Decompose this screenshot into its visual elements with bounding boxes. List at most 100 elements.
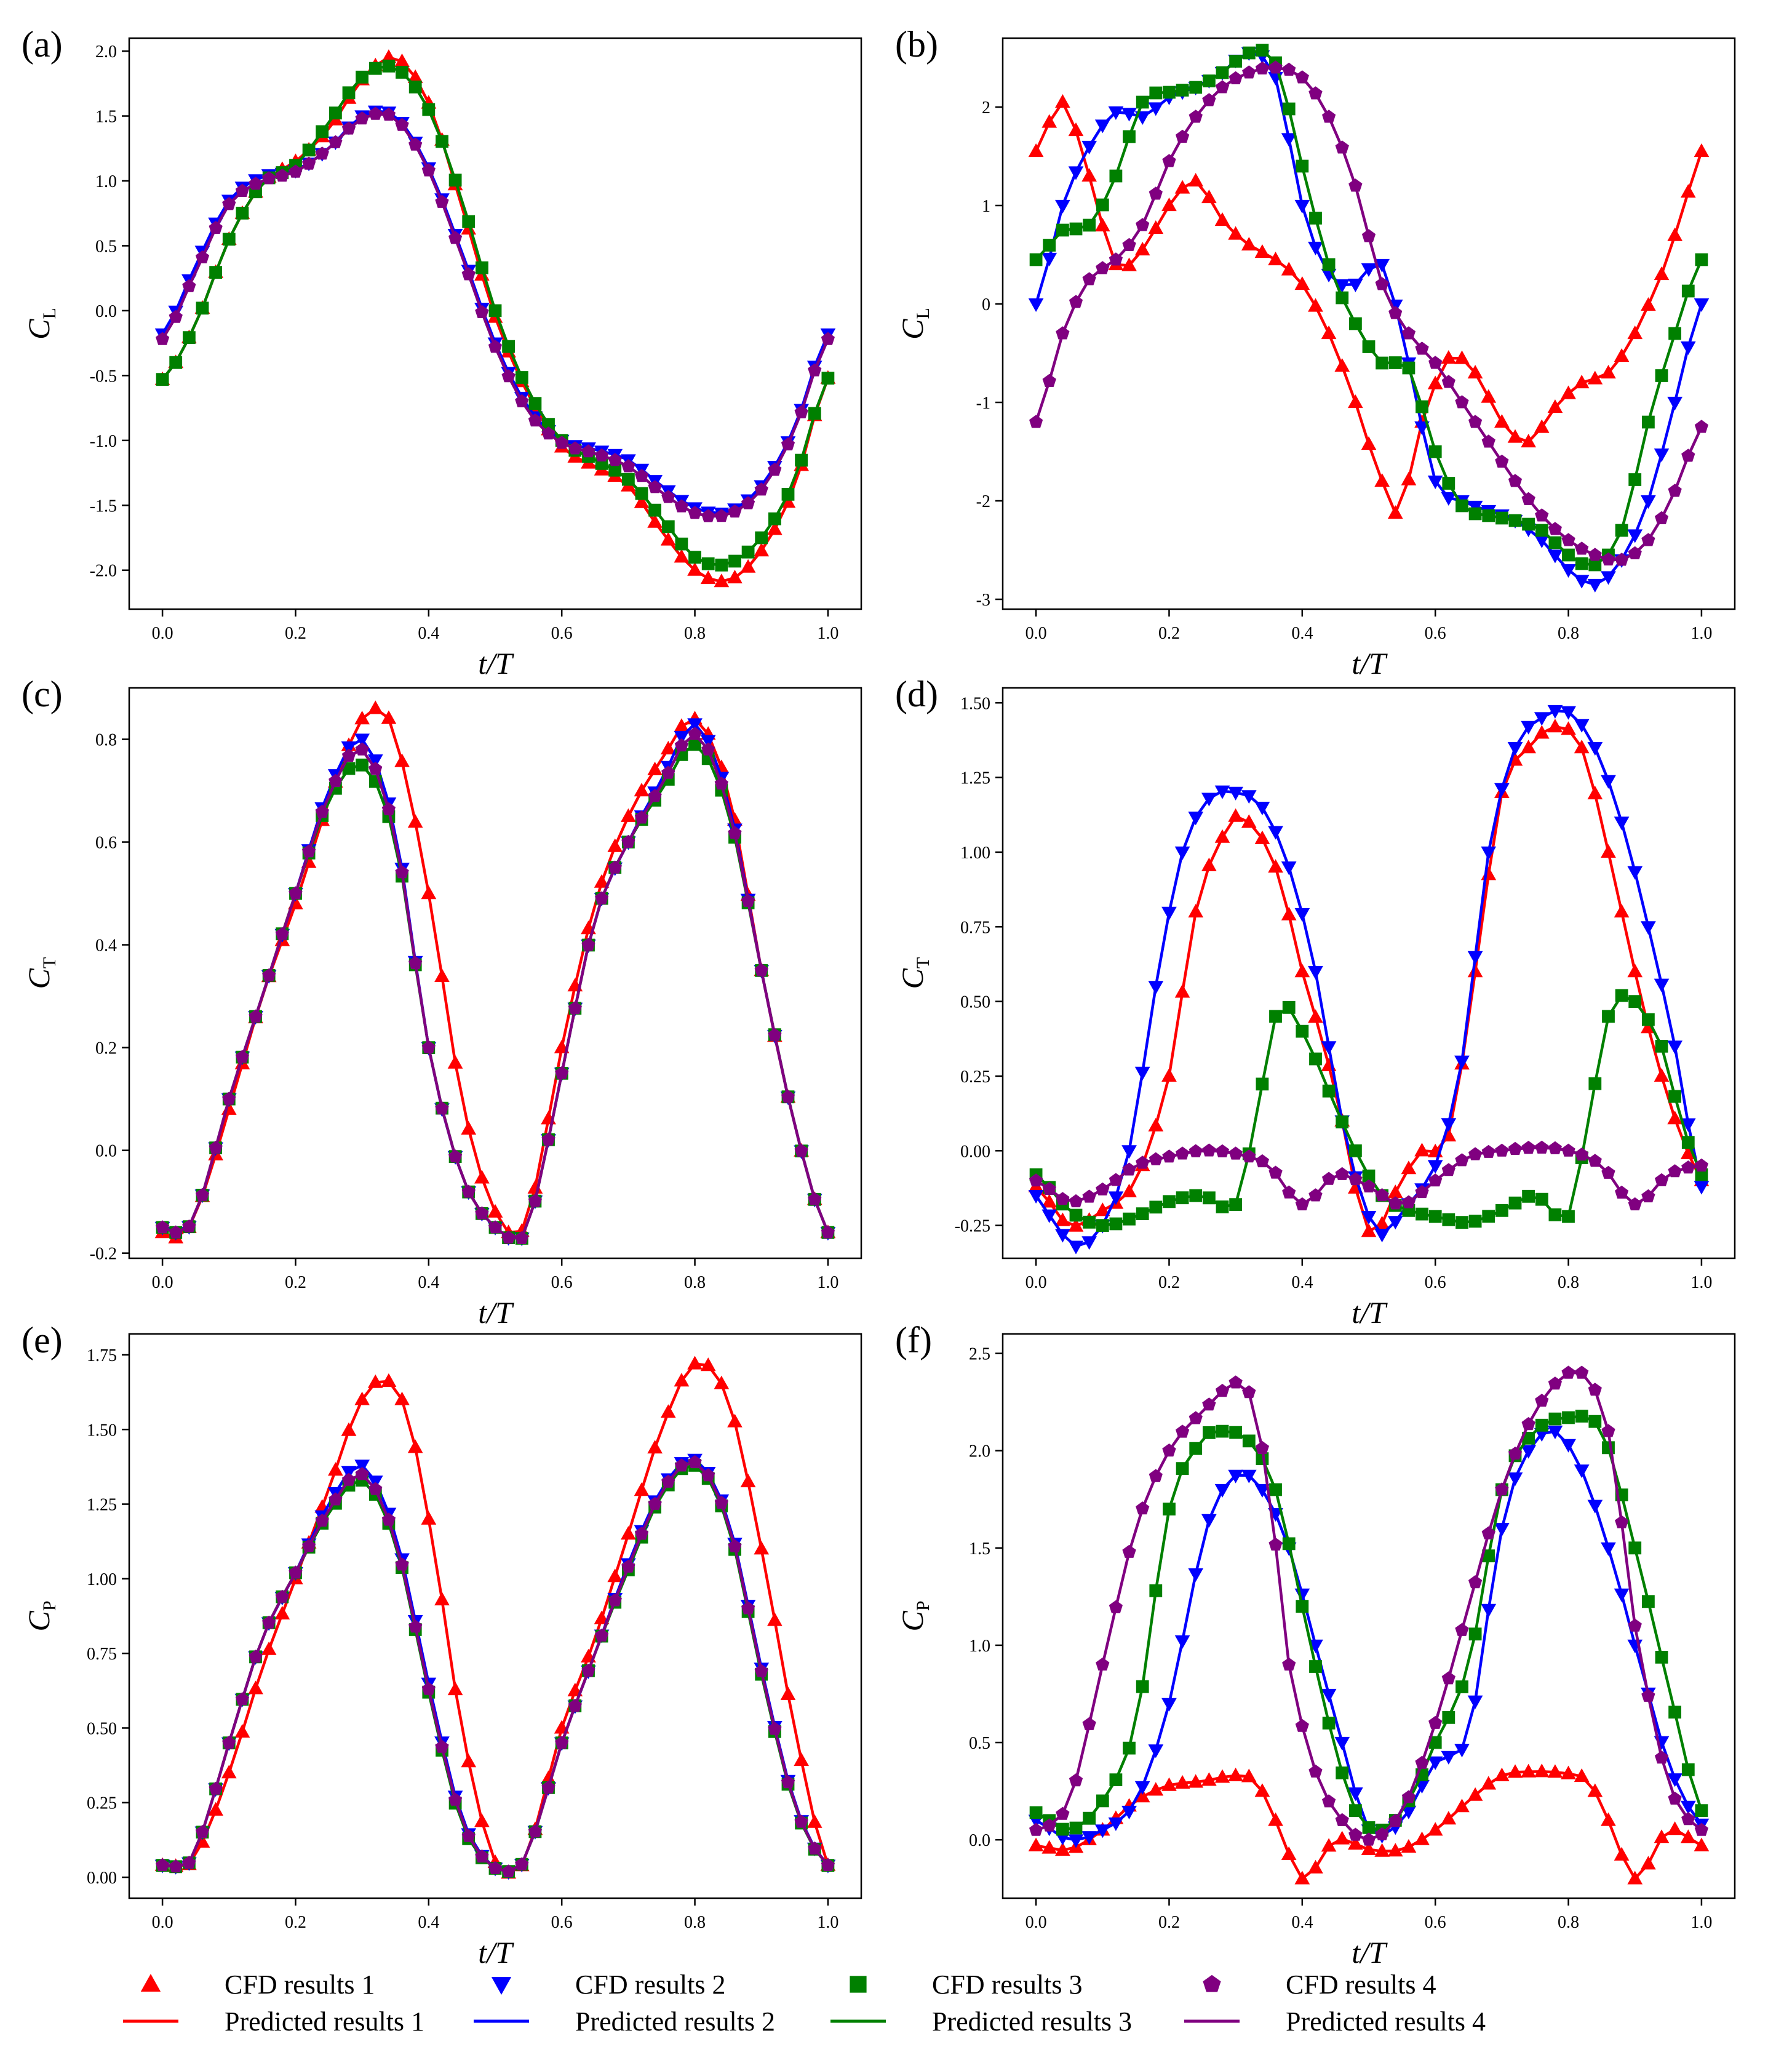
cfd-marker [674,1373,690,1387]
cfd-marker [607,838,623,852]
cfd-marker [1654,978,1670,992]
cfd-marker [261,1641,277,1655]
cfd-marker [701,742,715,756]
y-tick-label: 2.0 [95,42,117,62]
x-tick-label: 1.0 [1690,1273,1712,1292]
cfd-marker [1441,375,1456,388]
x-tick-label: 0.8 [1558,1913,1579,1932]
cfd-marker [728,1539,742,1552]
x-tick-label: 0.0 [1025,624,1047,643]
cfd-marker [1481,1603,1497,1618]
cfd-marker [1096,1794,1109,1808]
cfd-marker [408,137,423,151]
cfd-marker [381,1373,397,1387]
cfd-marker [808,363,822,377]
cfd-marker [1627,964,1643,978]
cfd-marker [794,1752,809,1767]
cfd-marker [1548,1208,1562,1221]
cfd-marker [1174,180,1190,194]
cfd-marker [1534,725,1550,739]
cfd-marker [1361,263,1377,277]
cfd-marker [1043,239,1056,252]
cfd-marker [461,267,476,281]
panel-label: (f) [895,1320,932,1360]
cfd-marker [1136,218,1150,231]
cfd-marker [1176,129,1190,143]
cfd-marker [355,1467,369,1480]
y-tick-label: -0.25 [955,1217,990,1236]
cfd-marker [274,1605,290,1619]
cfd-marker [1534,712,1550,726]
cfd-markers-4 [1029,60,1708,566]
cfd-marker [754,1664,768,1677]
cfd-marker [275,1589,289,1603]
cfd-marker [688,1455,702,1469]
cfd-marker [1401,1838,1417,1853]
cfd-marker [1561,1365,1575,1379]
cfd-marker [741,1601,755,1615]
cfd-marker [1575,1410,1588,1423]
cfd-marker [1575,557,1588,570]
x-tick-label: 0.4 [418,1273,439,1292]
cfd-marker [501,369,516,383]
cfd-marker [1521,1141,1535,1154]
cfd-marker [1575,541,1589,555]
cfd-marker [1242,1434,1256,1448]
predicted-line-4 [1034,66,1703,562]
cfd-marker [781,488,795,501]
cfd-marker [1442,1213,1456,1226]
cfd-marker [1427,1160,1443,1174]
cfd-marker [741,496,755,509]
y-tick-label: 0.6 [95,834,117,853]
cfd-marker [528,1824,542,1838]
cfd-marker [1508,1447,1523,1460]
cfd-marker [1295,1197,1309,1211]
cfd-marker [1134,1789,1150,1803]
cfd-marker [1562,1210,1575,1223]
x-tick-label: 0.4 [418,624,439,643]
cfd-marker [1281,261,1297,276]
cfd-marker [475,1206,489,1220]
cfd-marker [1547,719,1563,733]
cfd-marker [1121,257,1137,271]
cfd-marker [342,762,356,775]
cfd-marker [541,1780,556,1794]
cfd-marker [555,1066,569,1079]
cfd-marker [1507,742,1523,756]
cfd-marker [1668,1706,1681,1719]
cfd-marker [1254,1483,1270,1498]
cfd-marker [1494,783,1510,797]
cfd-marker [474,1813,490,1827]
y-axis-symbol: C [22,319,56,340]
cfd-marker [1136,1680,1149,1693]
cfd-marker [1068,166,1084,180]
cfd-marker [275,927,289,940]
cfd-markers-4 [156,106,835,522]
cfd-marker [1241,1469,1257,1483]
cfd-marker [1456,499,1468,513]
cfd-marker [355,111,369,125]
x-tick-label: 0.8 [684,1913,706,1932]
cfd-marker [754,482,768,496]
cfd-marker [1374,258,1390,273]
cfd-marker [568,1698,582,1712]
cfd-marker [1522,517,1535,531]
cfd-marker [1427,475,1443,489]
cfd-markers-4 [156,1455,835,1878]
cfd-marker [1309,212,1322,225]
legend-entry-4: CFD results 4 Predicted results 4 [1184,1970,1486,2037]
cfd-marker [1548,1376,1562,1390]
cfd-marker [448,231,463,244]
cfd-marker [235,1692,249,1706]
cfd-marker [1056,1822,1069,1836]
cfd-marker [1028,1190,1044,1204]
cfd-marker [1281,133,1297,147]
cfd-marker [448,1149,463,1163]
y-axis-subscript: L [913,308,933,319]
cfd-marker [728,504,742,518]
cfd-marker [1042,1181,1056,1195]
cfd-marker [794,1143,808,1157]
cfd-markers-1 [154,1355,836,1879]
cfd-marker [249,177,263,190]
y-axis-symbol: C [895,319,930,340]
